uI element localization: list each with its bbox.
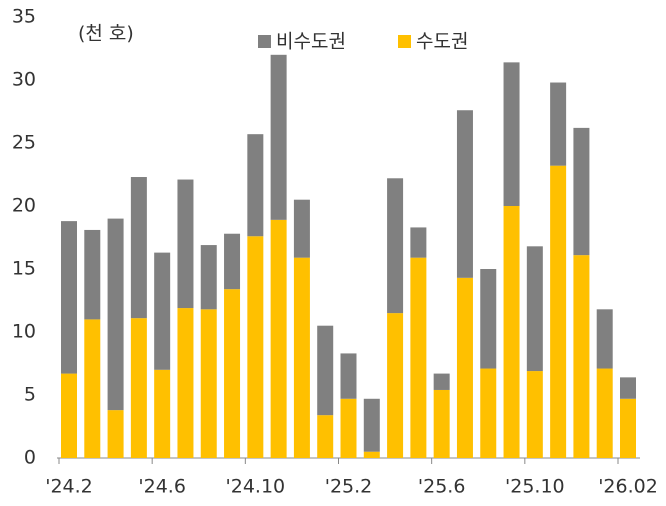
- bar-segment: [270, 219, 287, 458]
- y-tick-label: 0: [24, 447, 36, 469]
- bar-segment: [573, 255, 590, 458]
- bar-segment: [433, 389, 450, 458]
- bar-segment: [200, 245, 217, 310]
- bar-segment: [456, 110, 473, 278]
- bar-segment: [317, 415, 334, 458]
- bar-segment: [526, 371, 543, 458]
- bar-segment: [573, 127, 590, 256]
- y-tick-label: 10: [12, 321, 36, 343]
- x-tick-label: '24.10: [226, 476, 286, 498]
- bar-segment: [363, 451, 380, 458]
- bar-segment: [293, 199, 310, 258]
- y-tick-label: 35: [12, 6, 36, 28]
- bar-segment: [61, 221, 77, 374]
- bar-segment: [200, 309, 217, 458]
- bar-segment: [84, 319, 101, 458]
- bar-segment: [503, 206, 520, 458]
- x-tick-label: '24.2: [45, 476, 93, 498]
- bar-segment: [293, 257, 310, 458]
- bar-segment: [596, 368, 613, 458]
- bar-segment: [480, 368, 497, 458]
- y-tick-label: 30: [12, 69, 36, 91]
- x-tick-label: '24.6: [138, 476, 186, 498]
- bar-segment: [84, 229, 101, 320]
- bar-segment: [340, 353, 357, 399]
- bar-segment: [387, 313, 404, 458]
- x-tick-label: '25.6: [418, 476, 466, 498]
- bar-segment: [363, 398, 380, 452]
- bar-segment: [107, 218, 124, 411]
- bar-segment: [177, 308, 194, 458]
- bar-segment: [154, 369, 171, 458]
- bar-segment: [620, 398, 636, 458]
- legend-label: 비수도권: [276, 31, 346, 53]
- legend-swatch: [398, 35, 411, 48]
- bar-segment: [480, 269, 497, 369]
- bar-segment: [247, 134, 264, 237]
- bar-segment: [620, 377, 636, 399]
- legend-swatch: [258, 35, 271, 48]
- bar-segment: [340, 398, 357, 458]
- unit-annotation: (천 호): [78, 23, 134, 45]
- legend-label: 수도권: [416, 31, 468, 53]
- x-tick-label: '25.10: [505, 476, 565, 498]
- bar-segment: [107, 410, 124, 458]
- bar-segment: [270, 54, 287, 220]
- bar-segment: [503, 62, 520, 206]
- bar-segment: [317, 325, 334, 416]
- bar-segment: [410, 227, 427, 258]
- y-tick-label: 5: [24, 384, 36, 406]
- y-tick-label: 25: [12, 132, 36, 154]
- bar-segment: [550, 165, 567, 458]
- bar-segment: [456, 277, 473, 458]
- x-tick-label: '26.02: [598, 476, 658, 498]
- y-tick-label: 20: [12, 195, 36, 217]
- bar-segment: [550, 82, 567, 166]
- bar-segment: [154, 252, 171, 370]
- bar-segment: [596, 309, 613, 369]
- x-tick-label: '25.2: [325, 476, 373, 498]
- bar-segment: [61, 373, 77, 458]
- bar-segment: [410, 257, 427, 458]
- bar-segment: [130, 177, 147, 319]
- bar-segment: [177, 179, 194, 309]
- bar-segment: [224, 233, 241, 290]
- bar-segment: [224, 289, 241, 458]
- bar-segment: [387, 178, 404, 314]
- bar-segment: [130, 318, 147, 458]
- bar-segment: [526, 246, 543, 372]
- y-tick-label: 15: [12, 258, 36, 280]
- bar-segment: [433, 373, 450, 390]
- bar-segment: [247, 236, 264, 458]
